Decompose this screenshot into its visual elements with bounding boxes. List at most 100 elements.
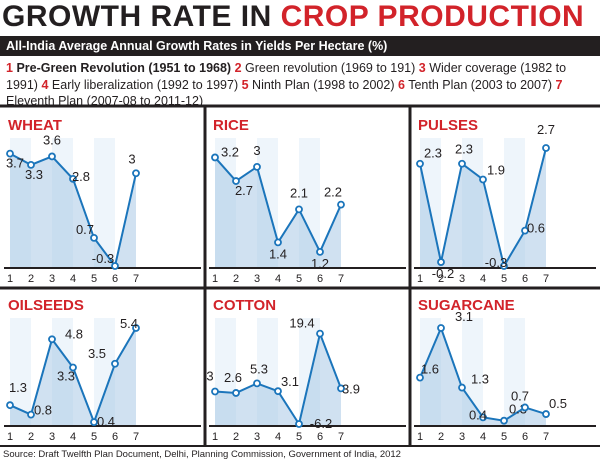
x-tick-label: 5 (501, 273, 507, 285)
data-point (132, 324, 140, 332)
source-note: Source: Draft Twelfth Plan Document, Del… (3, 449, 401, 460)
data-label: 3.1 (281, 374, 299, 389)
chart-panel: OILSEEDS 1.3 1 0.8 2 4.8 3 3.3 4 0.45 3.5 6 5.4 7 (4, 297, 201, 443)
data-label: 19.4 (289, 316, 314, 331)
x-tick-label: 2 (28, 431, 34, 443)
x-tick-label: 2 (438, 431, 444, 443)
data-label: 0.6 (527, 221, 545, 236)
data-label: 3.3 (57, 369, 75, 384)
data-label: 2.3 (424, 146, 442, 161)
data-label: 1.9 (487, 162, 505, 177)
data-label: 2.6 (224, 370, 242, 385)
data-label: 5.3 (250, 361, 268, 376)
x-tick-label: 5 (501, 431, 507, 443)
x-tick-label: 3 (254, 273, 260, 285)
data-label: 3.2 (221, 144, 239, 159)
data-label: 3.9 (342, 381, 360, 396)
x-tick-label: 1 (417, 431, 423, 443)
data-point (132, 169, 140, 178)
data-label: 1.6 (421, 362, 439, 377)
data-point (521, 226, 529, 235)
x-tick-label: 1 (417, 273, 423, 285)
data-label: 3 (253, 143, 260, 158)
x-tick-label: 7 (543, 273, 549, 285)
legend-item: 5 Ninth Plan (1998 to 2002) (241, 77, 395, 92)
x-tick-label: 4 (70, 431, 76, 443)
headline: GROWTH RATE IN CROP PRODUCTION (2, 0, 598, 34)
data-label: 2.2 (324, 185, 342, 200)
subtitle-bar: All-India Average Annual Growth Rates in… (0, 36, 600, 56)
data-point (232, 389, 240, 397)
chart-panel: RICE 3.2 1 2.7 2 3 3 1.4 4 2.1 5 1.2 6 2.2 7 (209, 117, 406, 285)
data-point (337, 200, 345, 209)
headline-part2: CROP PRODUCTION (280, 0, 585, 33)
x-tick-label: 3 (254, 431, 260, 443)
data-point (211, 153, 219, 162)
data-label: 3 (206, 369, 213, 384)
series-area (10, 328, 136, 426)
x-tick-label: 3 (49, 273, 55, 285)
x-tick-label: 7 (133, 273, 139, 285)
data-label: 0.5 (549, 396, 567, 411)
data-label: 3 (128, 151, 135, 166)
x-tick-label: 6 (522, 431, 528, 443)
data-point (211, 387, 219, 396)
series-area (420, 328, 546, 426)
series-area (215, 333, 341, 426)
data-point (458, 159, 466, 168)
x-tick-label: 3 (459, 273, 465, 285)
data-label: 3.7 (6, 156, 24, 171)
x-tick-label: 6 (317, 273, 323, 285)
data-point (48, 335, 56, 344)
data-point (274, 238, 282, 247)
column-band (483, 318, 504, 426)
data-point (500, 416, 508, 425)
x-tick-label: 1 (7, 273, 13, 285)
x-tick-label: 4 (70, 273, 76, 285)
column-band (10, 318, 31, 426)
data-point (479, 413, 487, 422)
x-tick-label: 7 (133, 431, 139, 443)
chart-title: OILSEEDS (8, 297, 84, 314)
data-label: 1.2 (311, 256, 329, 271)
x-tick-label: 6 (112, 431, 118, 443)
data-point (253, 162, 261, 171)
x-tick-label: 1 (212, 431, 218, 443)
column-band (504, 318, 525, 426)
data-label: 1.3 (471, 372, 489, 387)
data-point (253, 379, 261, 388)
data-label: 3.5 (88, 346, 106, 361)
x-tick-label: 1 (7, 431, 13, 443)
data-point (316, 247, 324, 256)
data-point (521, 403, 529, 412)
column-band (504, 138, 525, 268)
x-tick-label: 4 (480, 431, 486, 443)
data-point (274, 387, 282, 396)
data-point (111, 262, 119, 270)
data-label: 0.7 (511, 388, 529, 403)
x-tick-label: 3 (459, 431, 465, 443)
data-point (458, 383, 466, 392)
data-label: 2.8 (72, 169, 90, 184)
x-tick-label: 2 (28, 273, 34, 285)
data-point (437, 258, 445, 266)
x-tick-label: 7 (338, 273, 344, 285)
data-point (500, 262, 508, 270)
x-tick-label: 6 (112, 273, 118, 285)
x-tick-label: 5 (91, 431, 97, 443)
chart-title: PULSES (418, 117, 478, 134)
data-label: 2.7 (537, 122, 555, 137)
data-point (316, 329, 324, 338)
data-point (479, 175, 487, 184)
data-point (542, 410, 550, 418)
data-label: -0.3 (485, 255, 507, 270)
x-tick-label: 6 (522, 273, 528, 285)
data-label: 3.6 (43, 132, 61, 147)
legend-item: 4 Early liberalization (1992 to 1997) (41, 77, 239, 92)
data-point (90, 418, 98, 427)
data-point (232, 177, 240, 185)
series-area (215, 157, 341, 268)
data-label: 2.7 (235, 183, 253, 198)
